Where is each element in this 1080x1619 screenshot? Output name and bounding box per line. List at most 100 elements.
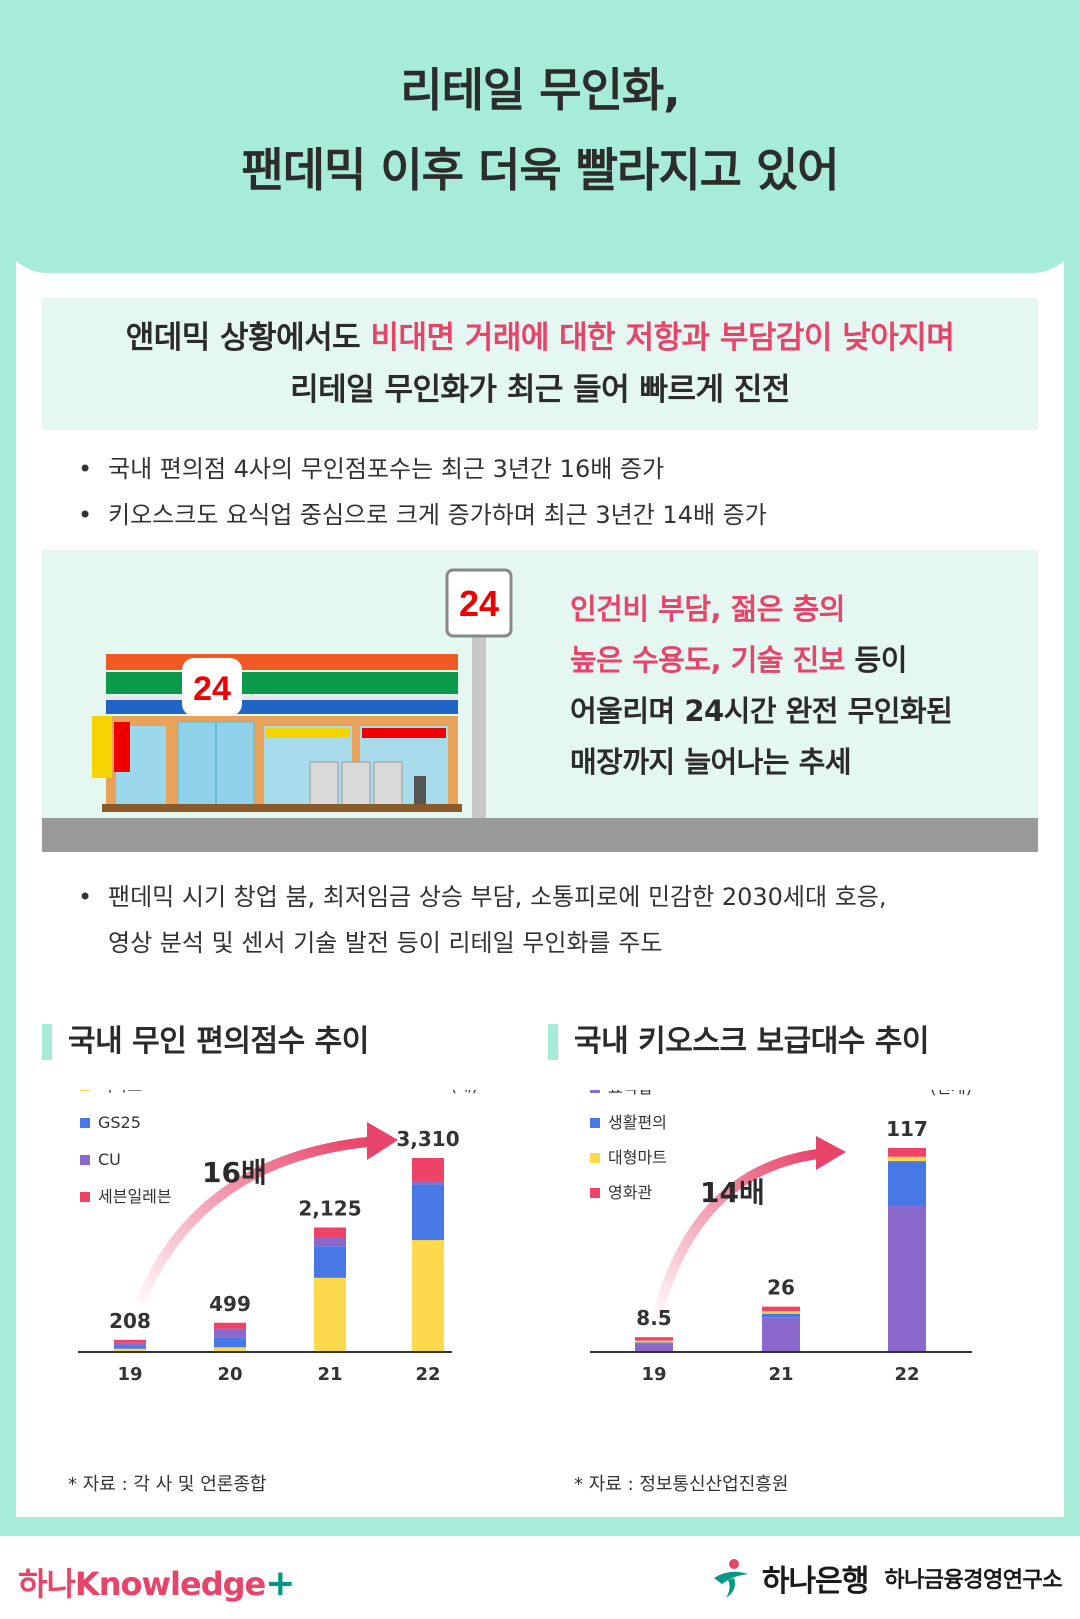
bullet-item: 국내 편의점 4사의 무인점포수는 최근 3년간 16배 증가 [78, 446, 767, 492]
store-stripe-blue [106, 700, 458, 714]
x-tick-label: 22 [894, 1364, 919, 1385]
bar-segment [214, 1322, 246, 1329]
chart-unit: (개) [451, 1090, 478, 1095]
logo-knowledge: Knowledge [74, 1565, 266, 1603]
bullet-list-top: 국내 편의점 4사의 무인점포수는 최근 3년간 16배 증가 키오스크도 요식… [78, 446, 767, 538]
bar-segment [114, 1339, 146, 1343]
bar-total-label: 8.5 [636, 1306, 671, 1330]
bar-segment [412, 1240, 444, 1352]
bar-segment [635, 1340, 673, 1343]
legend-swatch [80, 1155, 90, 1165]
legend-swatch [590, 1188, 600, 1198]
legend-swatch [80, 1192, 90, 1202]
x-tick-label: 21 [317, 1364, 342, 1385]
store-24-badge [182, 658, 242, 716]
bar-total-label: 3,310 [396, 1127, 459, 1151]
legend-label: 세븐일레븐 [98, 1187, 172, 1206]
x-tick-label: 19 [117, 1364, 142, 1385]
bar-total-label: 499 [209, 1292, 251, 1316]
legend-label: 대형마트 [608, 1148, 667, 1167]
summary-line-2: 리테일 무인화가 최근 들어 빠르게 진전 [290, 372, 790, 408]
bullet-item: 팬데믹 시기 창업 붐, 최저임금 상승 부담, 소통피로에 민감한 2030세… [78, 874, 887, 920]
bar-segment [762, 1311, 800, 1314]
x-tick-label: 20 [217, 1364, 242, 1385]
bar-segment [412, 1184, 444, 1241]
bullet-list-bottom: 팬데믹 시기 창업 붐, 최저임금 상승 부담, 소통피로에 민감한 2030세… [78, 874, 887, 966]
hana-bank-logo: 하나은행 하나금융경영연구소 [708, 1556, 1062, 1600]
store-text-line-1: 인건비 부담, 젊은 층의 [570, 592, 845, 626]
growth-arrow-head [816, 1136, 846, 1170]
store-text-suffix: 등이 [844, 643, 908, 677]
logo-hana: 하나 [18, 1565, 76, 1603]
bar-total-label: 26 [767, 1276, 795, 1300]
bar-segment [214, 1347, 246, 1352]
store-illustration: 24 24 [92, 568, 513, 822]
summary-prefix: 앤데믹 상황에서도 [125, 320, 371, 356]
sign-pole [472, 612, 486, 822]
bullet-item: 키오스크도 요식업 중심으로 크게 증가하며 최근 3년간 14배 증가 [78, 492, 767, 538]
bar-segment [762, 1317, 800, 1352]
store-illustration-box: 24 24 인건비 부담, 젊은 층의 높은 수용도, 기술 진보 등이 어울리… [42, 550, 1038, 852]
page-title: 리테일 무인화, 팬데믹 이후 더욱 빨라지고 있어 [0, 50, 1080, 210]
bar-segment [635, 1337, 673, 1341]
bar-total-label: 208 [109, 1309, 151, 1333]
bar-total-label: 2,125 [298, 1196, 361, 1220]
store-text-highlight: 높은 수용도, 기술 진보 [570, 643, 845, 677]
bar-segment [762, 1306, 800, 1312]
store-description: 인건비 부담, 젊은 층의 높은 수용도, 기술 진보 등이 어울리며 24시간… [570, 584, 953, 788]
legend-label: GS25 [98, 1113, 141, 1132]
bar-total-label: 117 [886, 1117, 928, 1141]
summary-line-1: 앤데믹 상황에서도 비대면 거래에 대한 저항과 부담감이 낮아지며 [42, 312, 1038, 364]
bar-segment [314, 1277, 346, 1352]
title-line-2: 팬데믹 이후 더욱 빨라지고 있어 [241, 143, 839, 197]
store-text-line-2: 높은 수용도, 기술 진보 등이 [570, 635, 952, 686]
title-line-1: 리테일 무인화, [400, 63, 680, 117]
bar-segment [888, 1205, 926, 1352]
summary-box: 앤데믹 상황에서도 비대면 거래에 대한 저항과 부담감이 낮아지며 리테일 무… [42, 298, 1038, 430]
ground [42, 818, 1038, 852]
store-stripe-green [106, 672, 458, 694]
store-text-line-4: 매장까지 늘어나는 추세 [570, 745, 852, 779]
bar-segment [314, 1227, 346, 1239]
growth-arrow [653, 1149, 823, 1317]
x-tick-label: 22 [415, 1364, 440, 1385]
legend-swatch [590, 1118, 600, 1128]
bar-segment [635, 1343, 673, 1352]
bank-name: 하나은행 [761, 1564, 869, 1599]
legend-label: 이마트 [98, 1090, 142, 1095]
summary-highlight: 비대면 거래에 대한 저항과 부담감이 낮아지며 [370, 320, 955, 356]
institute-name: 하나금융경영연구소 [884, 1568, 1062, 1593]
legend-label: CU [98, 1150, 121, 1169]
chart-title-stores: 국내 무인 편의점수 추이 [42, 1022, 369, 1062]
legend-label: 영화관 [608, 1183, 652, 1202]
growth-annotation: 16배 [202, 1156, 267, 1189]
x-tick-label: 19 [641, 1364, 666, 1385]
growth-annotation: 14배 [700, 1176, 765, 1209]
store-24-badge-number: 24 [193, 670, 231, 708]
bar-segment [214, 1328, 246, 1338]
bar-segment [314, 1238, 346, 1247]
legend-swatch [80, 1118, 90, 1128]
bar-segment [314, 1246, 346, 1278]
legend-label: 요식업 [608, 1090, 652, 1097]
bar-segment [214, 1337, 246, 1348]
chart-unit: (천개) [930, 1090, 972, 1097]
legend-swatch [80, 1090, 90, 1091]
hana-knowledge-logo: 하나Knowledge+ [18, 1559, 295, 1605]
bar-segment [412, 1181, 444, 1185]
bar-segment [635, 1342, 673, 1344]
logo-plus: + [265, 1563, 295, 1604]
bar-segment [114, 1345, 146, 1349]
24-sign-board [445, 568, 513, 638]
bar-segment [888, 1156, 926, 1162]
24-sign-number: 24 [459, 583, 499, 624]
bar-segment [762, 1313, 800, 1318]
chart-title-kiosks: 국내 키오스크 보급대수 추이 [548, 1022, 930, 1062]
store-text-line-3: 어울리며 24시간 완전 무인화된 [570, 694, 953, 728]
legend-swatch [590, 1090, 600, 1093]
bar-segment [888, 1161, 926, 1206]
legend-label: 생활편의 [608, 1113, 667, 1132]
growth-arrow [137, 1137, 372, 1303]
source-note-kiosks: * 자료 : 정보통신산업진흥원 [574, 1474, 789, 1495]
source-note-stores: * 자료 : 각 사 및 언론종합 [68, 1474, 267, 1495]
